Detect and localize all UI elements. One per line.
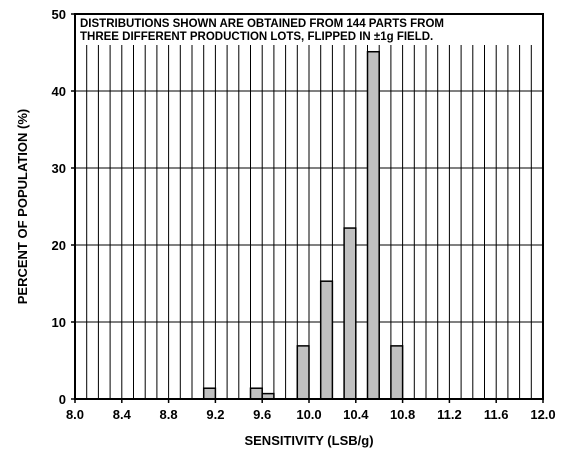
x-tick-label: 10.0 [296,407,321,422]
y-tick-label: 0 [59,392,66,407]
x-tick-label: 8.4 [113,407,132,422]
y-tick-label: 30 [52,161,66,176]
histogram-bar [390,345,404,400]
histogram-bar [343,227,357,400]
y-tick-label: 10 [52,315,66,330]
histogram-bar [319,280,334,400]
histogram-bar [202,387,217,400]
grid-lines [75,14,543,399]
x-tick-label: 11.2 [437,407,462,422]
histogram-bar [296,345,310,400]
x-tick-label: 12.0 [530,407,555,422]
y-axis-label: PERCENT OF POPULATION (%) [15,109,30,304]
annotation-line-2: THREE DIFFERENT PRODUCTION LOTS, FLIPPED… [80,31,433,43]
x-axis-label: SENSITIVITY (LSB/g) [244,433,373,448]
y-tick-label: 50 [52,7,66,22]
x-tick-label: 11.6 [484,407,509,422]
histogram-bar [366,50,380,400]
axis-ticks [71,13,544,403]
annotation-background [76,15,542,45]
x-tick-label: 10.4 [343,407,369,422]
annotation-line-1: DISTRIBUTIONS SHOWN ARE OBTAINED FROM 14… [80,18,444,30]
x-tick-label: 8.0 [66,407,84,422]
tick-labels: 8.0 8.4 8.8 9.2 9.6 10.0 10.4 10.8 11.2 11.6 12.0 0… [52,7,556,422]
histogram-bar [249,387,263,400]
y-tick-label: 40 [52,84,66,99]
histogram-bars [202,50,404,400]
x-tick-label: 9.2 [206,407,224,422]
x-tick-label: 8.8 [160,407,178,422]
x-tick-label: 9.6 [253,407,271,422]
y-tick-label: 20 [52,238,66,253]
x-tick-label: 10.8 [390,407,415,422]
